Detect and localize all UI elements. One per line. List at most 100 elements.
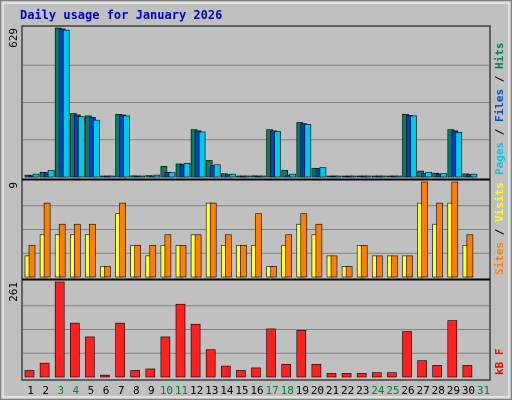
bar-mid-sites-day-9 (149, 245, 157, 278)
max-label-mid: 9 (7, 182, 20, 189)
bar-top-pages-day-5 (93, 119, 100, 178)
bar-bot-kb-f-day-13 (205, 349, 216, 378)
x-tick-day-17: 17 (266, 384, 279, 397)
max-label-bot: 261 (7, 282, 20, 302)
x-tick-day-19: 19 (296, 384, 309, 397)
bar-bot-kb-f-day-21 (326, 373, 337, 378)
legend-top-item-3: / (493, 69, 506, 89)
bar-top-pages-day-4 (78, 116, 85, 178)
bar-top-pages-day-10 (168, 172, 176, 178)
bar-top-hits-day-10 (160, 166, 168, 178)
bar-top-pages-day-8 (138, 175, 145, 178)
bar-mid-sites-day-8 (134, 245, 141, 278)
bar-top-pages-day-27 (425, 171, 432, 178)
bar-mid-sites-day-13 (209, 202, 217, 278)
bar-mid-sites-day-16 (255, 213, 262, 278)
bar-top-hits-day-18 (281, 170, 289, 178)
bar-bot-kb-f-day-22 (341, 373, 352, 378)
x-tick-day-16: 16 (250, 384, 263, 397)
bar-bot-kb-f-day-19 (296, 330, 307, 378)
x-tick-day-25: 25 (386, 384, 399, 397)
legend-mid-item-2: Visits (493, 182, 506, 222)
bar-mid-sites-day-20 (315, 223, 323, 278)
bar-top-pages-day-28 (440, 173, 448, 178)
bar-top-pages-day-20 (319, 167, 327, 178)
bar-bot-kb-f-day-15 (236, 370, 246, 378)
bar-top-pages-day-11 (183, 162, 191, 178)
bar-top-pages-day-25 (395, 175, 402, 178)
bar-top-pages-day-1 (32, 173, 40, 178)
bar-mid-sites-day-17 (270, 266, 277, 278)
legend-top: Pages / Files / Hits (493, 43, 506, 176)
bar-top-pages-day-15 (244, 175, 251, 178)
bar-top-pages-day-3 (62, 29, 70, 178)
x-tick-day-5: 5 (88, 384, 95, 397)
bar-top-pages-day-30 (470, 173, 478, 178)
bar-mid-sites-day-2 (43, 202, 51, 278)
legend-top-item-2: Files (493, 89, 506, 122)
bar-top-pages-day-12 (198, 131, 206, 178)
x-tick-day-29: 29 (447, 384, 460, 397)
legend-bot-item-0: kB F (493, 349, 506, 376)
bar-bot-kb-f-day-23 (356, 373, 367, 378)
bar-mid-sites-day-6 (104, 266, 111, 278)
legend-top-item-4: Hits (493, 43, 506, 70)
bar-top-pages-day-6 (108, 175, 115, 178)
bar-bot-kb-f-day-4 (70, 322, 80, 378)
bar-top-pages-day-17 (274, 131, 281, 178)
x-tick-day-22: 22 (341, 384, 354, 397)
legend-top-item-1: / (493, 122, 506, 142)
bar-bot-kb-f-day-5 (85, 336, 95, 378)
bar-top-pages-day-9 (153, 174, 161, 178)
bar-mid-sites-day-1 (28, 245, 36, 278)
x-tick-day-23: 23 (356, 384, 369, 397)
bar-top-pages-day-29 (455, 132, 463, 178)
bar-mid-sites-day-27 (421, 181, 428, 278)
legend-mid: Sites / Visits (493, 182, 506, 275)
x-tick-day-18: 18 (281, 384, 294, 397)
x-tick-day-31: 31 (477, 384, 490, 397)
x-tick-day-8: 8 (133, 384, 140, 397)
bar-bot-kb-f-day-14 (221, 365, 231, 378)
bar-top-pages-day-26 (410, 115, 417, 178)
x-tick-day-12: 12 (190, 384, 203, 397)
bar-mid-sites-day-23 (360, 245, 368, 278)
bar-mid-sites-day-24 (375, 255, 383, 278)
axis-labels: 629 9 261 (7, 28, 20, 302)
bar-bot-kb-f-day-24 (371, 372, 382, 378)
legend-top-item-0: Pages (493, 142, 506, 175)
legend-bot: kB F (493, 349, 506, 376)
bar-bot-kb-f-day-3 (54, 281, 65, 378)
x-tick-day-7: 7 (118, 384, 125, 397)
bar-top-pages-day-13 (213, 164, 221, 178)
x-tick-day-13: 13 (205, 384, 218, 397)
bar-mid-sites-day-19 (300, 213, 308, 278)
bar-mid-sites-day-21 (330, 255, 338, 278)
bar-top-pages-day-14 (229, 173, 236, 178)
bar-bot-kb-f-day-2 (39, 362, 50, 378)
x-tick-labels: 1 2 3 4 5 6 7 8 9 10 11 12 13 14 15 16 17 18 19 20 21 22 23 24 2… (27, 384, 490, 397)
bar-bot-kb-f-day-17 (266, 328, 276, 378)
bars-layer (24, 27, 478, 378)
bar-mid-sites-day-3 (58, 223, 66, 278)
bar-mid-sites-day-28 (436, 202, 444, 278)
legends: Pages / Files / Hits Sites / Visits kB F (493, 43, 506, 376)
bar-bot-kb-f-day-9 (145, 368, 156, 378)
bar-bot-kb-f-day-8 (130, 370, 140, 378)
x-tick-day-1: 1 (27, 384, 34, 397)
x-tick-day-9: 9 (148, 384, 155, 397)
bar-top-pages-day-24 (379, 175, 387, 178)
bar-mid-sites-day-30 (466, 234, 474, 278)
bar-mid-sites-day-4 (74, 223, 81, 278)
bar-mid-sites-day-15 (240, 245, 247, 278)
bar-mid-sites-day-12 (194, 234, 202, 278)
bar-top-pages-day-19 (304, 124, 312, 178)
x-tick-day-4: 4 (73, 384, 80, 397)
bar-mid-sites-day-11 (179, 245, 187, 278)
legend-mid-item-0: Sites (493, 242, 506, 275)
bar-bot-kb-f-day-30 (462, 365, 473, 378)
x-tick-day-6: 6 (103, 384, 110, 397)
x-tick-day-3: 3 (57, 384, 64, 397)
bar-bot-kb-f-day-28 (432, 365, 443, 378)
